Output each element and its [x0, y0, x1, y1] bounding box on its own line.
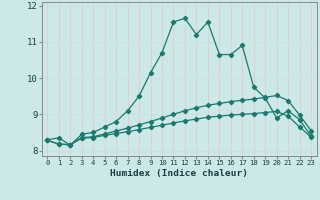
X-axis label: Humidex (Indice chaleur): Humidex (Indice chaleur) — [110, 169, 248, 178]
